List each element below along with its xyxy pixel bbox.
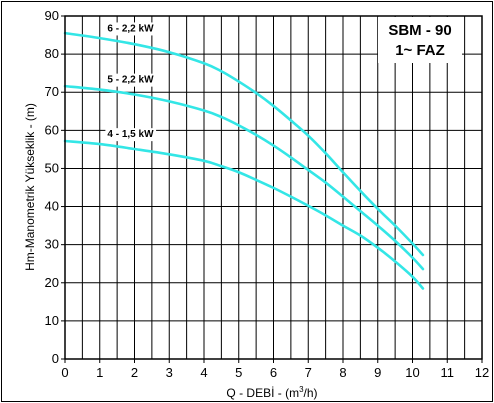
y-tick-label: 50 (45, 160, 59, 175)
x-tick-label: 6 (270, 365, 277, 380)
x-axis-label: Q - DEBİ - (m3/h) (226, 385, 317, 400)
x-axis-label-tail: /h) (304, 386, 318, 400)
x-tick-label: 5 (235, 365, 242, 380)
x-tick-label: 10 (405, 365, 419, 380)
series-label-background (105, 22, 157, 36)
y-tick-label: 80 (45, 46, 59, 61)
series-label-background (105, 73, 157, 87)
performance-curves (63, 31, 425, 290)
grid (65, 16, 482, 359)
x-tick-label: 11 (441, 365, 455, 380)
y-tick-label: 70 (45, 84, 59, 99)
x-tick-label: 2 (131, 365, 138, 380)
series-label-1: 5 - 2,2 kW (107, 75, 154, 86)
series-line-2 (63, 139, 425, 290)
x-tick-label: 1 (96, 365, 103, 380)
x-tick-label: 3 (166, 365, 173, 380)
series-labels: 6 - 2,2 kW 5 - 2,2 kW 4 - 1,5 kW (105, 22, 157, 142)
y-tick-label: 10 (45, 313, 59, 328)
x-tick-label: 9 (374, 365, 381, 380)
series-label-2: 4 - 1,5 kW (107, 129, 154, 140)
series-label-background (105, 128, 157, 142)
x-axis-label-sup: 3 (299, 385, 304, 394)
y-tick-label: 0 (52, 351, 59, 366)
y-tick-label: 60 (45, 122, 59, 137)
chart-title-line-1: SBM - 90 (388, 22, 451, 39)
y-tick-label: 40 (45, 199, 59, 214)
y-tick-label: 20 (45, 275, 59, 290)
x-tick-label: 7 (305, 365, 312, 380)
x-tick-label: 12 (475, 365, 489, 380)
x-tick-label: 4 (200, 365, 207, 380)
title-box: SBM - 90 1~ FAZ (378, 17, 462, 63)
y-axis-label: Hm-Manometrik Yükseklik - (m) (23, 103, 37, 271)
x-axis-label-main: Q - DEBİ - (m (226, 386, 299, 400)
chart-title-line-2: 1~ FAZ (395, 42, 445, 59)
y-tick-label: 90 (45, 8, 59, 23)
x-tick-label: 0 (61, 365, 68, 380)
series-label-0: 6 - 2,2 kW (107, 23, 154, 34)
y-tick-label: 30 (45, 237, 59, 252)
series-line-1 (63, 84, 425, 271)
x-tick-label: 8 (339, 365, 346, 380)
series-line-0 (63, 31, 425, 257)
